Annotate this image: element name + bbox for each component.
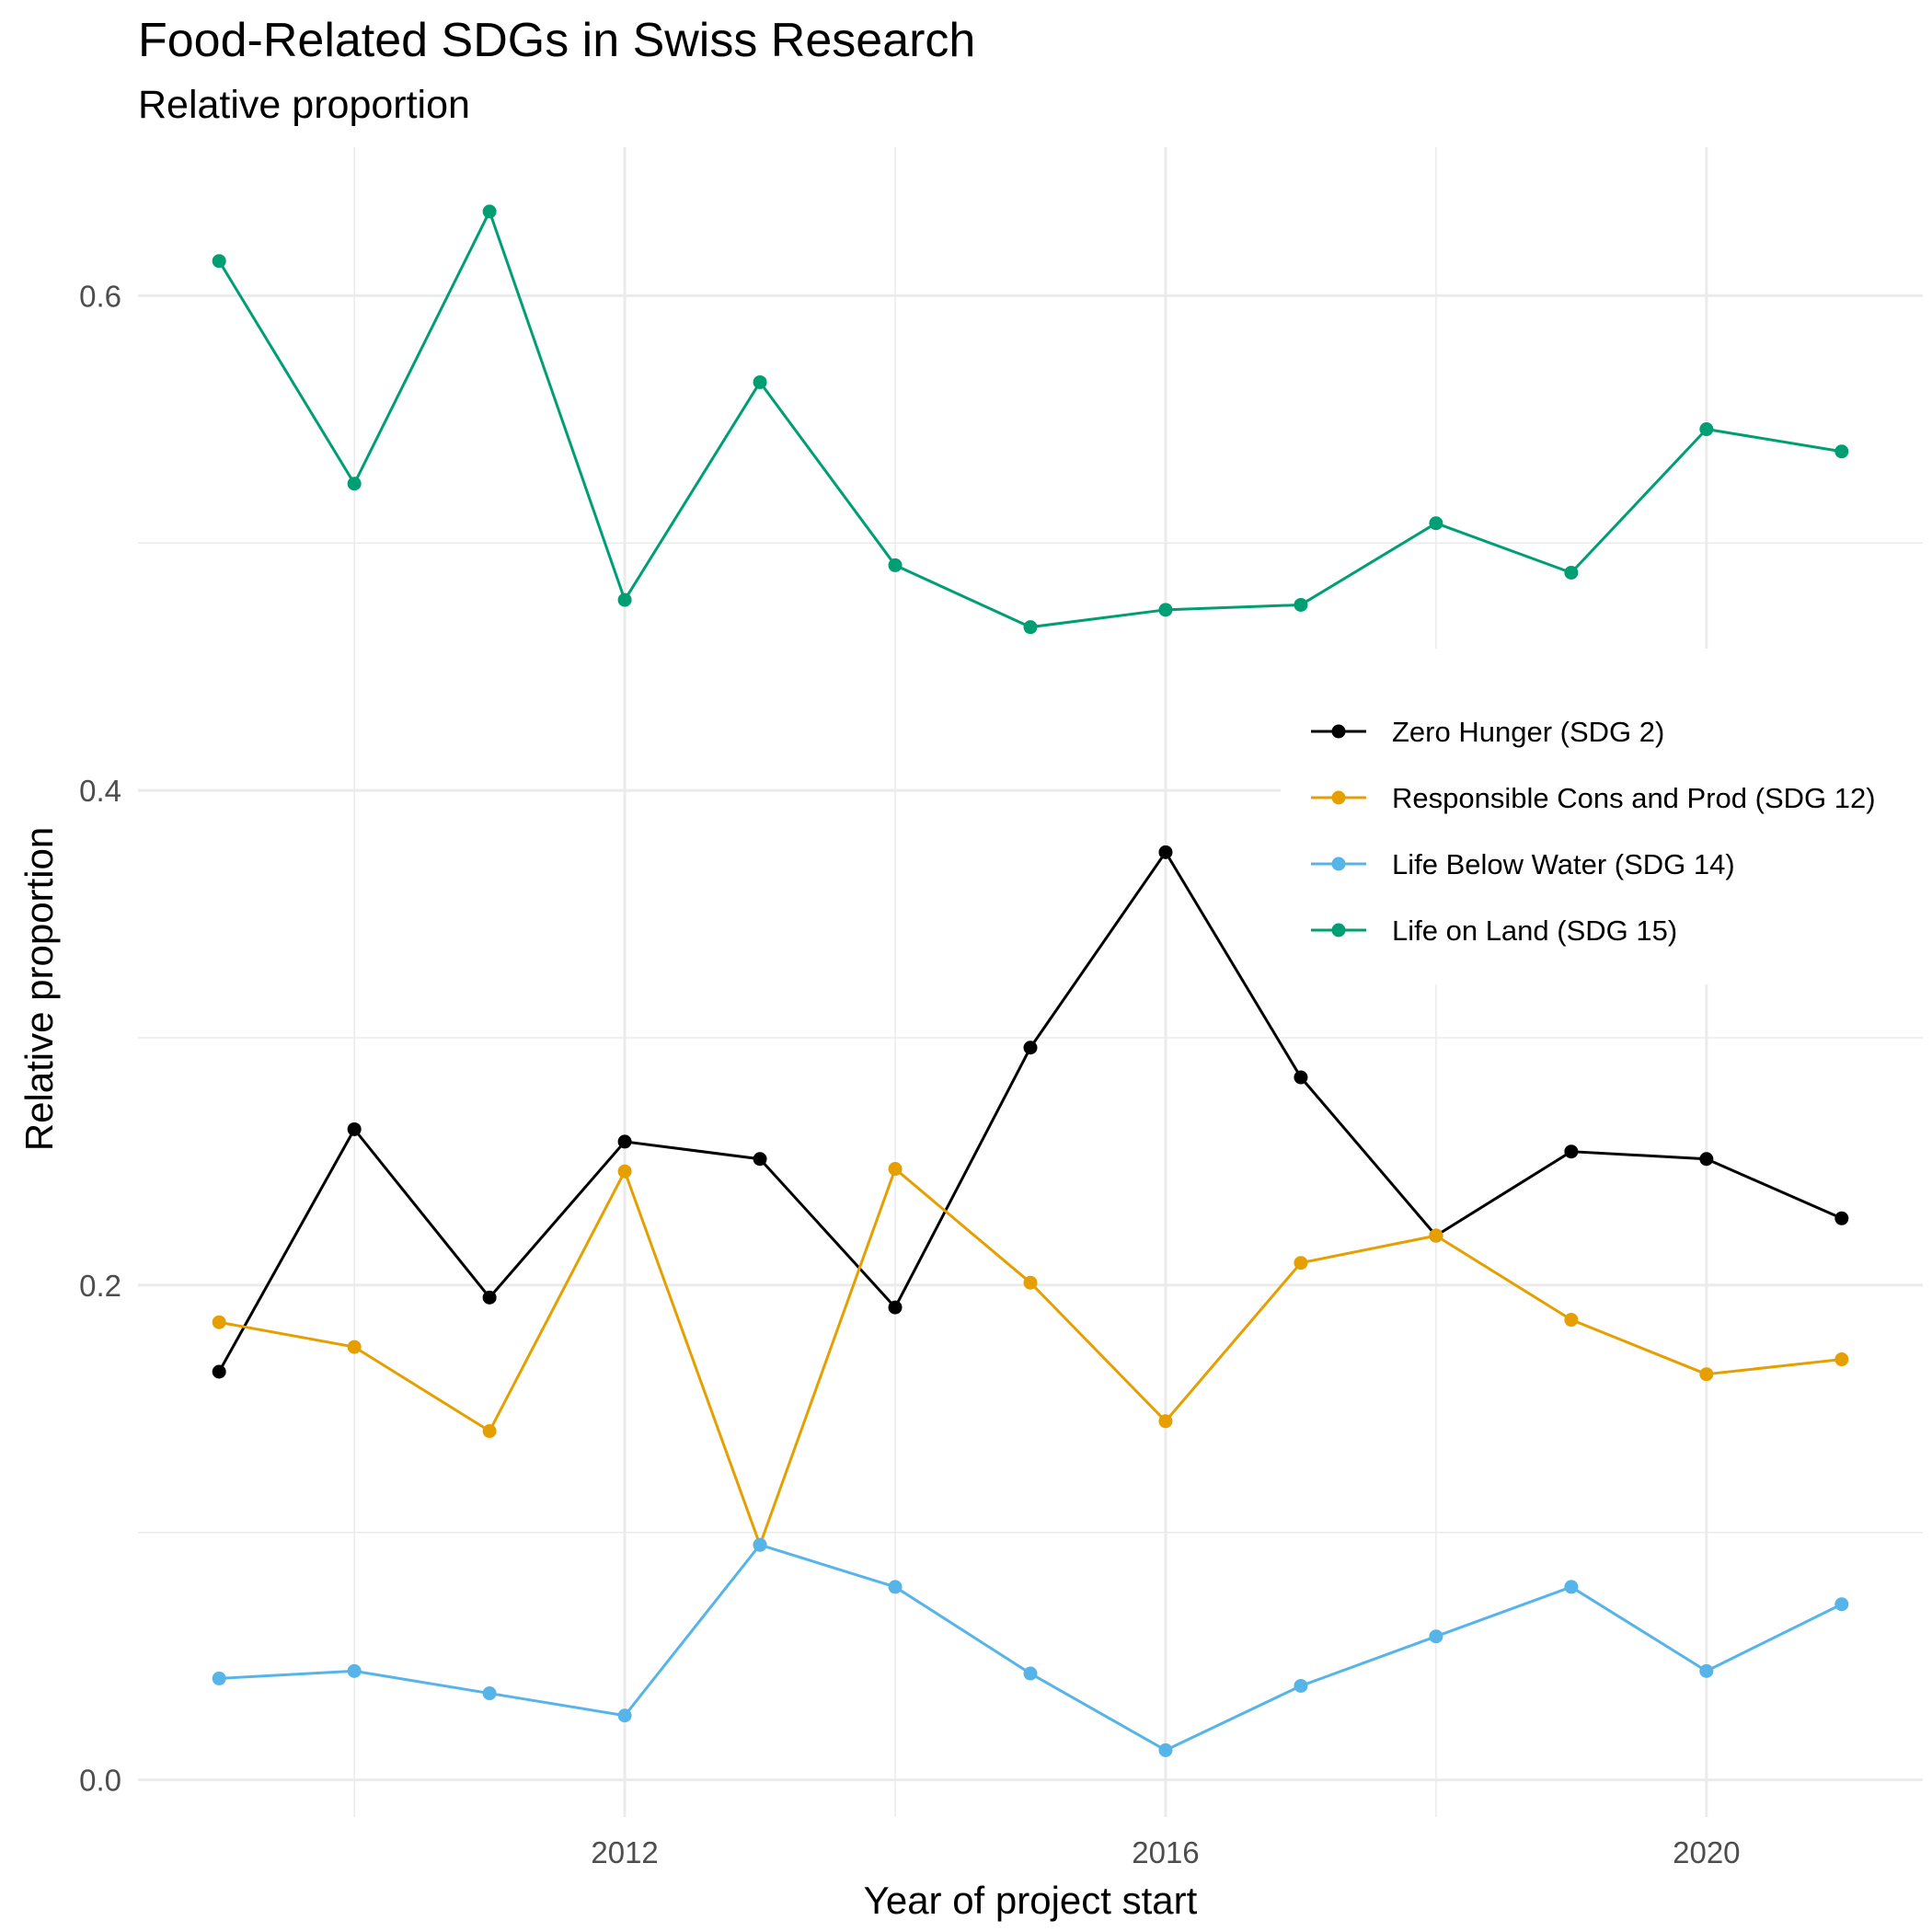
data-point xyxy=(1834,444,1849,459)
x-tick-label: 2012 xyxy=(591,1835,658,1869)
data-point xyxy=(1158,603,1173,617)
data-point xyxy=(212,1671,226,1685)
x-axis-title: Year of project start xyxy=(864,1879,1198,1922)
data-point xyxy=(482,1424,497,1439)
legend: Zero Hunger (SDG 2) Responsible Cons and … xyxy=(1281,649,1923,984)
series-line xyxy=(219,1543,1843,1752)
y-axis-title: Relative proportion xyxy=(17,827,61,1152)
legend-key-point xyxy=(1331,790,1346,805)
data-point xyxy=(753,1152,767,1167)
data-point xyxy=(1294,597,1308,612)
legend-background xyxy=(1281,649,1923,984)
data-point xyxy=(347,477,362,491)
y-tick-label: 0.2 xyxy=(79,1269,121,1303)
data-point xyxy=(888,1580,903,1594)
data-point xyxy=(1564,1313,1579,1328)
data-point xyxy=(753,374,767,389)
series-line xyxy=(218,1167,1842,1547)
x-axis-tick-labels: 2012 2016 2020 xyxy=(591,1835,1740,1869)
legend-label: Life on Land (SDG 15) xyxy=(1392,914,1677,947)
data-point xyxy=(1158,1742,1173,1757)
data-point xyxy=(1429,516,1443,531)
chart-title: Food-Related SDGs in Swiss Research xyxy=(138,14,976,67)
data-point xyxy=(617,1708,632,1723)
data-point xyxy=(1158,845,1173,859)
data-point xyxy=(1023,620,1038,635)
data-point xyxy=(1023,1275,1038,1290)
data-point xyxy=(1699,1152,1714,1167)
series-line xyxy=(217,210,1843,629)
y-axis-tick-labels: 0.0 0.2 0.4 0.6 xyxy=(79,279,121,1797)
data-point xyxy=(888,1300,903,1315)
data-point xyxy=(212,254,226,269)
data-point xyxy=(888,1162,903,1177)
series-2 xyxy=(212,1162,1849,1552)
data-point xyxy=(482,1290,497,1305)
data-point xyxy=(482,204,497,219)
data-point xyxy=(1699,1367,1714,1382)
series-layer xyxy=(212,204,1849,1757)
data-point xyxy=(482,1686,497,1701)
data-point xyxy=(1023,1041,1038,1055)
data-point xyxy=(1699,422,1714,437)
data-point xyxy=(1834,1597,1849,1612)
data-point xyxy=(1023,1666,1038,1681)
data-point xyxy=(617,1134,632,1149)
data-point xyxy=(1564,1580,1579,1594)
data-point xyxy=(1294,1678,1308,1693)
x-tick-label: 2016 xyxy=(1132,1835,1199,1869)
data-point xyxy=(347,1121,362,1136)
data-point xyxy=(347,1340,362,1354)
series-1 xyxy=(212,845,1849,1379)
data-point xyxy=(212,1315,226,1329)
legend-key-point xyxy=(1331,923,1346,937)
legend-key-point xyxy=(1331,724,1346,739)
data-point xyxy=(888,558,903,572)
y-tick-label: 0.0 xyxy=(79,1764,121,1798)
chart-subtitle: Relative proportion xyxy=(138,83,470,127)
data-point xyxy=(1294,1256,1308,1271)
legend-label: Life Below Water (SDG 14) xyxy=(1392,848,1735,880)
x-tick-label: 2020 xyxy=(1673,1835,1740,1869)
data-point xyxy=(212,1364,226,1379)
data-point xyxy=(617,1164,632,1179)
data-point xyxy=(1429,1629,1443,1644)
legend-label: Zero Hunger (SDG 2) xyxy=(1392,716,1664,748)
legend-key-point xyxy=(1331,857,1346,871)
data-point xyxy=(1158,1414,1173,1429)
y-tick-label: 0.4 xyxy=(79,774,121,808)
data-point xyxy=(1294,1070,1308,1085)
data-point xyxy=(1699,1663,1714,1678)
legend-label: Responsible Cons and Prod (SDG 12) xyxy=(1392,782,1876,814)
data-point xyxy=(1834,1352,1849,1367)
y-tick-label: 0.6 xyxy=(79,279,121,313)
data-point xyxy=(617,592,632,607)
data-point xyxy=(1834,1211,1849,1225)
data-point xyxy=(1564,565,1579,580)
data-point xyxy=(753,1537,767,1552)
series-3 xyxy=(212,1537,1849,1757)
series-4 xyxy=(212,204,1849,635)
data-point xyxy=(1564,1144,1579,1159)
data-point xyxy=(347,1663,362,1678)
data-point xyxy=(1429,1228,1443,1243)
